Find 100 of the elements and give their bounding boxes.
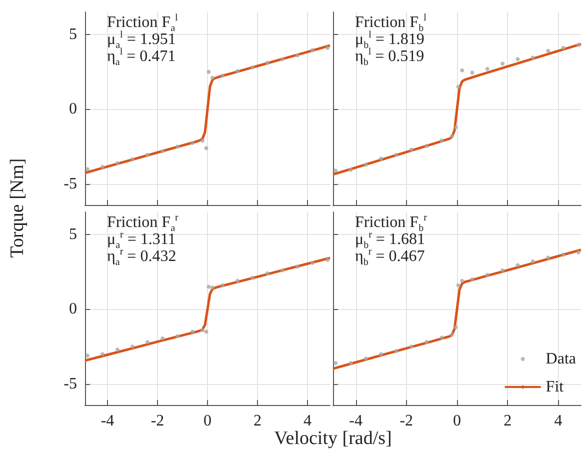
point [450,134,454,138]
point [280,268,284,272]
legend-label: Fit [546,378,564,396]
x-tick-label: 0 [453,412,461,430]
point [220,74,224,78]
point [116,161,120,166]
point [460,68,464,72]
y-tick-label: -5 [64,376,77,393]
x-tick-label: 2 [254,412,262,430]
point [424,340,429,344]
point [530,259,535,264]
x-tick-label: 4 [304,412,312,430]
point [204,330,208,334]
point [146,152,150,157]
point [561,252,566,257]
y-tick-label: 0 [69,300,77,318]
point [250,65,254,70]
point [160,336,164,340]
point [456,84,460,89]
point [176,334,180,338]
point [250,276,254,280]
point [409,344,414,349]
point [146,340,150,344]
point [204,146,208,150]
point [348,168,353,172]
point [456,283,460,288]
point [470,70,474,75]
point [530,56,535,60]
point [236,69,240,74]
point [485,66,490,71]
point [200,138,204,143]
annotation: η$_{a}$$^{r}$ = 0.432 [107,246,176,268]
point [200,328,204,332]
point [379,352,384,356]
y-tick-label: 0 [69,100,77,118]
point [516,263,520,268]
point [516,57,520,62]
point [424,144,429,148]
annotation: η$_{a}$$^{l}$ = 0.471 [107,46,176,68]
point [440,138,444,143]
x-tick-label: 4 [554,412,562,430]
point [485,272,490,277]
point [454,325,458,330]
point [576,250,580,254]
x-tick-label: 0 [204,412,212,430]
point [86,167,90,172]
point [500,268,505,272]
x-axis-title: Velocity [rad/s] [273,428,393,450]
point [160,149,164,154]
point [454,125,458,130]
point [576,42,580,47]
point [100,164,104,169]
point [296,264,300,269]
point [450,332,454,337]
point [210,286,214,290]
point [310,48,314,52]
y-tick-label: -5 [64,176,77,193]
y-tick-label: 5 [69,26,77,43]
point [310,260,314,265]
point [280,57,284,62]
point [348,361,353,366]
x-tick-label: -2 [400,412,414,430]
legend-label: Data [546,350,576,368]
point [394,152,398,157]
point [130,157,134,162]
point [334,168,338,173]
point [364,356,368,361]
point [364,162,368,167]
point [546,48,550,53]
point [326,258,330,262]
point [409,148,414,152]
x-tick-label: -2 [150,412,164,430]
point [100,352,104,356]
point [460,278,464,283]
point [116,348,120,352]
point [334,361,338,366]
point [266,271,270,276]
x-tick-label: -4 [100,412,114,430]
x-tick-label: -4 [349,412,362,430]
point [236,278,240,283]
point [440,336,444,340]
point [470,277,474,282]
point [86,354,90,358]
y-axis-title: Torque [Nm] [7,158,29,258]
point [296,53,300,58]
point [190,140,194,145]
point [379,156,384,161]
point [130,344,134,349]
point [210,76,214,80]
x-tick-label: 2 [504,412,512,430]
point [561,46,566,50]
point [220,283,224,288]
point [206,70,211,74]
point [176,144,180,149]
point [206,284,211,289]
point [546,256,550,260]
point [394,349,398,354]
y-tick-label: 5 [69,226,77,243]
point [326,46,330,50]
point [500,62,505,66]
